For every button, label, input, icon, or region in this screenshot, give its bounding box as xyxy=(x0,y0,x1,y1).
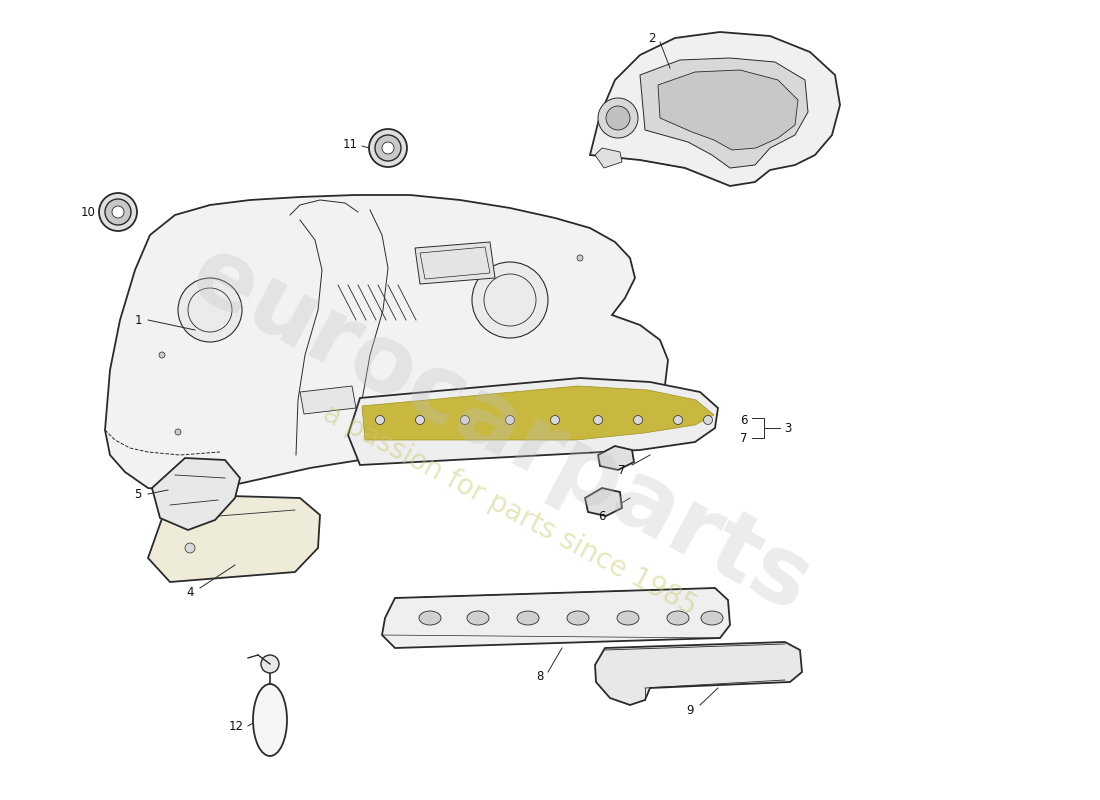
Circle shape xyxy=(506,415,515,425)
Ellipse shape xyxy=(468,611,490,625)
Ellipse shape xyxy=(419,611,441,625)
Polygon shape xyxy=(382,588,730,648)
Circle shape xyxy=(673,415,682,425)
Text: 4: 4 xyxy=(186,586,194,599)
Circle shape xyxy=(472,262,548,338)
Text: a passion for parts since 1985: a passion for parts since 1985 xyxy=(318,399,702,621)
Text: 8: 8 xyxy=(537,670,543,682)
Ellipse shape xyxy=(667,611,689,625)
Polygon shape xyxy=(590,32,840,186)
Circle shape xyxy=(416,415,425,425)
Text: eurocarparts: eurocarparts xyxy=(175,228,825,632)
Polygon shape xyxy=(300,386,356,414)
Polygon shape xyxy=(152,458,240,530)
Circle shape xyxy=(104,199,131,225)
Text: 6: 6 xyxy=(598,510,606,522)
Circle shape xyxy=(175,429,182,435)
Circle shape xyxy=(185,543,195,553)
Polygon shape xyxy=(362,386,714,440)
Text: 7: 7 xyxy=(740,431,748,445)
Ellipse shape xyxy=(701,611,723,625)
Text: 1: 1 xyxy=(134,314,142,326)
Text: 3: 3 xyxy=(784,422,792,434)
Polygon shape xyxy=(104,195,668,492)
Text: 7: 7 xyxy=(618,463,626,477)
Circle shape xyxy=(178,278,242,342)
Ellipse shape xyxy=(566,611,588,625)
Text: 2: 2 xyxy=(648,31,656,45)
Text: 5: 5 xyxy=(134,487,142,501)
Circle shape xyxy=(99,193,138,231)
Circle shape xyxy=(598,98,638,138)
Polygon shape xyxy=(640,58,808,168)
Ellipse shape xyxy=(253,684,287,756)
Circle shape xyxy=(578,255,583,261)
Polygon shape xyxy=(595,148,621,168)
Text: 11: 11 xyxy=(342,138,358,150)
Circle shape xyxy=(428,398,488,458)
Polygon shape xyxy=(658,70,798,150)
Circle shape xyxy=(261,655,279,673)
Circle shape xyxy=(634,415,642,425)
Polygon shape xyxy=(348,378,718,465)
Polygon shape xyxy=(148,495,320,582)
Polygon shape xyxy=(595,642,802,705)
Circle shape xyxy=(606,106,630,130)
Circle shape xyxy=(160,352,165,358)
Circle shape xyxy=(112,206,124,218)
Circle shape xyxy=(375,135,402,161)
Polygon shape xyxy=(415,242,495,284)
Text: 12: 12 xyxy=(229,719,243,733)
Ellipse shape xyxy=(517,611,539,625)
Circle shape xyxy=(461,415,470,425)
Circle shape xyxy=(375,415,385,425)
Circle shape xyxy=(704,415,713,425)
Circle shape xyxy=(368,129,407,167)
Circle shape xyxy=(594,415,603,425)
Circle shape xyxy=(382,142,394,154)
Text: 9: 9 xyxy=(686,703,694,717)
Ellipse shape xyxy=(617,611,639,625)
Circle shape xyxy=(557,429,563,435)
Text: 6: 6 xyxy=(740,414,748,426)
Circle shape xyxy=(550,415,560,425)
Polygon shape xyxy=(585,488,622,516)
Polygon shape xyxy=(598,446,634,470)
Text: 10: 10 xyxy=(80,206,96,218)
